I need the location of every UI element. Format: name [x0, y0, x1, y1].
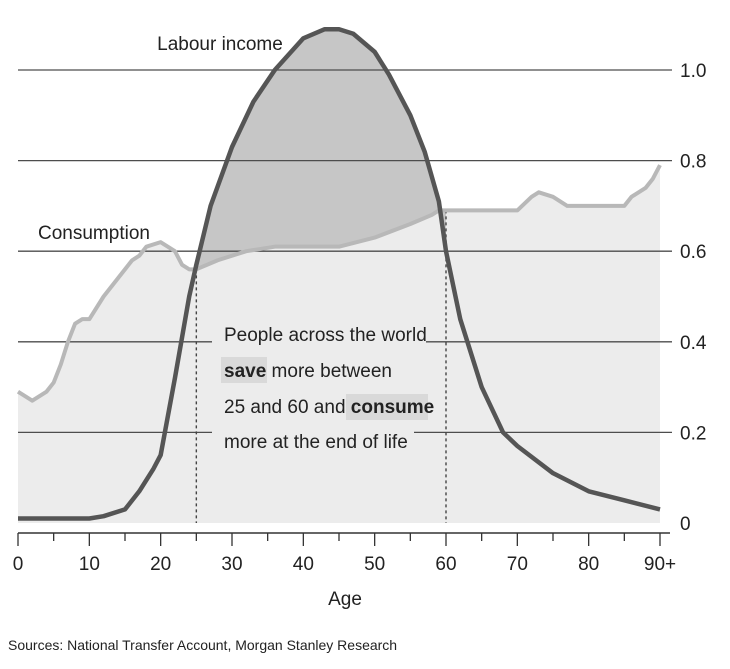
annotation-line-3: 25 and 60 and consume — [224, 397, 434, 418]
x-tick-label: 20 — [150, 554, 171, 575]
annotation-line-4: more at the end of life — [224, 432, 408, 453]
annotation-line-2-rest: more between — [266, 361, 392, 382]
annotation-text: People across the world save more betwee… — [221, 325, 434, 453]
x-tick-label: 0 — [13, 554, 24, 575]
x-tick-label: 70 — [507, 554, 528, 575]
y-tick-label: 0.2 — [680, 423, 706, 444]
x-tick-label: 40 — [293, 554, 314, 575]
consumption-line — [16, 164, 662, 403]
y-tick-label: 0 — [680, 514, 691, 535]
annotation-line-2: save more between — [224, 361, 392, 382]
series-lines — [16, 26, 662, 523]
x-tick-label: 90+ — [644, 554, 676, 575]
annotation-line-3-start: 25 and 60 and — [224, 397, 351, 418]
labour-income-line — [18, 26, 661, 521]
annotation-line-1: People across the world — [224, 325, 427, 346]
annotation-consume-word: consume — [351, 397, 434, 418]
save-highlight — [221, 357, 267, 383]
annotation-save-word: save — [224, 361, 266, 382]
consumption-area — [18, 165, 660, 523]
x-tick-label: 10 — [79, 554, 100, 575]
y-axis-labels: 0 0.2 0.4 0.6 0.8 1.0 — [680, 61, 707, 535]
labour-income-label: Labour income — [157, 34, 283, 55]
x-tick-label: 30 — [221, 554, 242, 575]
x-tick-label: 60 — [435, 554, 456, 575]
x-tick-label: 80 — [578, 554, 599, 575]
y-tick-label: 1.0 — [680, 61, 706, 82]
x-axis-title: Age — [328, 589, 362, 610]
surplus-area — [196, 29, 446, 270]
consumption-label: Consumption — [38, 223, 150, 244]
fill-areas — [18, 29, 660, 523]
y-tick-label: 0.4 — [680, 333, 707, 354]
consume-highlight — [346, 394, 428, 420]
y-tick-label: 0.6 — [680, 242, 706, 263]
source-note: Sources: National Transfer Account, Morg… — [8, 637, 397, 653]
x-tick-label: 50 — [364, 554, 385, 575]
x-axis: 0 10 20 30 40 50 60 70 80 90+ — [13, 532, 676, 575]
y-tick-label: 0.8 — [680, 152, 706, 173]
